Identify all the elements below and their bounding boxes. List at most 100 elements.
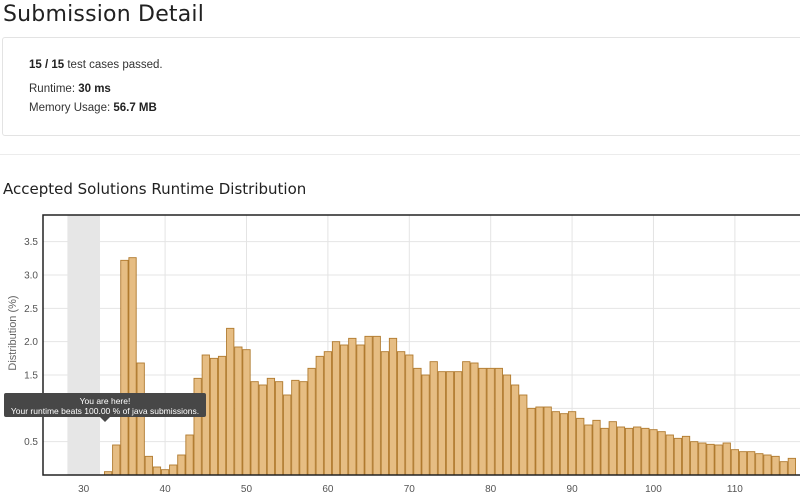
bar[interactable] [616, 426, 626, 476]
bar[interactable] [771, 455, 780, 476]
bar[interactable] [641, 427, 650, 476]
y-tick-label: 3.0 [24, 271, 38, 282]
bar[interactable] [274, 381, 284, 476]
bar[interactable] [633, 426, 642, 476]
bar[interactable] [266, 377, 276, 476]
bar[interactable] [299, 381, 308, 476]
y-tick-label: 3.5 [24, 237, 38, 248]
bar[interactable] [502, 374, 512, 476]
bar[interactable] [112, 444, 121, 476]
bar[interactable] [576, 417, 585, 476]
bar[interactable] [706, 443, 715, 476]
bar[interactable] [494, 367, 503, 476]
bar[interactable] [649, 429, 658, 476]
memory-label: Memory Usage: [29, 102, 114, 114]
bar[interactable] [584, 424, 593, 476]
x-tick-label: 110 [727, 484, 743, 495]
bar[interactable] [698, 442, 707, 476]
bar[interactable] [209, 357, 219, 476]
bar[interactable] [128, 257, 137, 476]
bar[interactable] [152, 466, 162, 476]
bar[interactable] [421, 374, 430, 476]
bar[interactable] [755, 453, 764, 476]
bar[interactable] [364, 335, 373, 476]
bar[interactable] [486, 367, 495, 476]
bar[interactable] [348, 337, 357, 476]
bar[interactable] [787, 457, 796, 476]
bar[interactable] [527, 407, 536, 476]
bar[interactable] [510, 384, 520, 476]
x-tick-label: 50 [241, 484, 253, 495]
bar[interactable] [291, 379, 300, 476]
test-cases-suffix: test cases passed. [64, 59, 163, 71]
x-tick-label: 100 [645, 484, 662, 495]
bar[interactable] [405, 354, 414, 476]
bar[interactable] [690, 441, 699, 476]
bar[interactable] [722, 442, 731, 476]
memory-line: Memory Usage: 56.7 MB [29, 102, 157, 114]
bar[interactable] [519, 394, 528, 476]
bar[interactable] [144, 455, 153, 476]
bar[interactable] [665, 434, 674, 476]
runtime-label: Runtime: [29, 83, 79, 95]
bar[interactable] [136, 362, 145, 476]
bar[interactable] [657, 431, 666, 476]
bar[interactable] [380, 351, 389, 476]
bar[interactable] [323, 351, 333, 476]
bar[interactable] [283, 394, 292, 476]
bar[interactable] [429, 361, 438, 476]
bar[interactable] [559, 413, 569, 476]
bar[interactable] [331, 341, 341, 476]
bar[interactable] [437, 371, 446, 476]
bar[interactable] [413, 367, 422, 476]
bar[interactable] [454, 371, 463, 476]
bar[interactable] [234, 346, 243, 476]
bar[interactable] [340, 344, 349, 476]
bar[interactable] [600, 427, 609, 476]
bar[interactable] [258, 384, 267, 476]
bar[interactable] [397, 351, 406, 476]
bar[interactable] [624, 427, 634, 476]
bar[interactable] [242, 349, 251, 476]
bar[interactable] [673, 437, 683, 476]
bar[interactable] [120, 259, 129, 476]
x-tick-label: 60 [322, 484, 334, 495]
bar[interactable] [763, 454, 772, 476]
runtime-distribution-chart[interactable]: 304050607080901001100.51.01.52.02.53.03.… [0, 205, 800, 500]
bar[interactable] [315, 355, 324, 476]
bar[interactable] [478, 367, 487, 476]
bar[interactable] [250, 381, 259, 476]
bar[interactable] [160, 469, 170, 476]
bar[interactable] [608, 421, 617, 476]
section-divider [0, 154, 800, 155]
bar[interactable] [681, 435, 691, 476]
bar[interactable] [445, 371, 455, 476]
bar[interactable] [470, 362, 479, 476]
bar[interactable] [185, 434, 194, 476]
y-tick-label: 2.5 [24, 304, 38, 315]
bar[interactable] [567, 411, 577, 476]
bar[interactable] [738, 451, 748, 476]
bar[interactable] [592, 419, 601, 476]
bar[interactable] [730, 449, 740, 476]
x-tick-label: 40 [160, 484, 172, 495]
bar[interactable] [388, 337, 398, 476]
y-tick-label: 1.5 [24, 371, 38, 382]
bar[interactable] [462, 361, 471, 476]
bar[interactable] [535, 406, 544, 476]
bar[interactable] [551, 411, 560, 476]
bar[interactable] [177, 454, 186, 476]
bar[interactable] [747, 451, 756, 476]
runtime-line: Runtime: 30 ms [29, 83, 111, 95]
bar[interactable] [779, 461, 788, 476]
current-runtime-highlight [67, 215, 100, 475]
bar[interactable] [356, 344, 365, 476]
bar[interactable] [372, 335, 381, 476]
bar[interactable] [307, 367, 316, 476]
bar[interactable] [169, 464, 178, 476]
tooltip-detail: Your runtime beats 100.00 % of java subm… [10, 406, 200, 416]
bar[interactable] [226, 327, 235, 476]
bar[interactable] [543, 406, 552, 476]
bar[interactable] [714, 444, 723, 476]
bar[interactable] [217, 355, 227, 476]
